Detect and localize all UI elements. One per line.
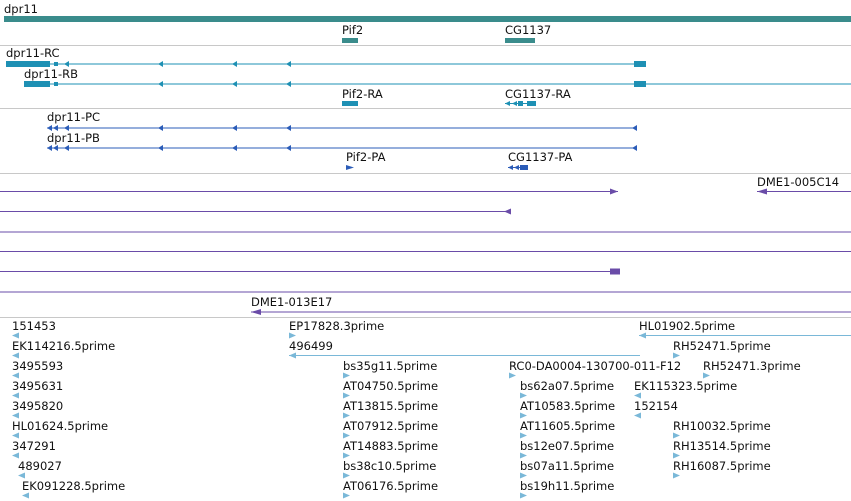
est-label: bs12e07.5prime — [520, 439, 614, 453]
est-label: AT06176.5prime — [343, 479, 438, 493]
est-feature[interactable] — [343, 392, 350, 399]
est-feature[interactable] — [343, 472, 350, 479]
transcript-label-rb: dpr11-RB — [24, 67, 78, 81]
est-feature[interactable] — [12, 452, 19, 459]
est-label: bs07a11.5prime — [520, 459, 614, 473]
cdna-track: DME1-005C14 DME1-013E17 — [0, 175, 851, 315]
transcript-dpr11-rb[interactable] — [24, 81, 50, 87]
est-label: EK115323.5prime — [634, 379, 737, 393]
cdna-label-dme1-005c14: DME1-005C14 — [757, 175, 839, 189]
transcript-dpr11-rc[interactable] — [6, 61, 50, 67]
est-feature[interactable] — [520, 432, 527, 439]
est-label: 3495593 — [12, 359, 63, 373]
est-label: AT07912.5prime — [343, 419, 438, 433]
est-feature[interactable] — [343, 412, 350, 419]
est-label: 496499 — [289, 339, 333, 353]
est-label: 3495631 — [12, 379, 63, 393]
protein-label-pc: dpr11-PC — [47, 110, 100, 124]
est-label: EK114216.5prime — [12, 339, 115, 353]
est-feature[interactable] — [343, 432, 350, 439]
protein-label-pif2-pa: Pif2-PA — [346, 150, 386, 164]
est-feature[interactable] — [289, 352, 296, 359]
est-feature[interactable] — [703, 372, 710, 379]
gene-track: dpr11 Pif2 CG1137 — [4, 2, 851, 43]
est-feature[interactable] — [520, 392, 527, 399]
est-feature[interactable] — [634, 392, 641, 399]
est-feature[interactable] — [673, 472, 680, 479]
transcript-label-pif2-ra: Pif2-RA — [342, 87, 383, 101]
est-label: AT11605.5prime — [520, 419, 615, 433]
est-label: bs19h11.5prime — [520, 479, 614, 493]
est-feature[interactable] — [22, 492, 29, 499]
est-label: RH52471.3prime — [703, 359, 801, 373]
est-label: RH52471.5prime — [673, 339, 771, 353]
est-feature[interactable] — [12, 372, 19, 379]
gene-label-dpr11: dpr11 — [4, 2, 38, 16]
est-label: AT13815.5prime — [343, 399, 438, 413]
transcript-label-cg1137-ra: CG1137-RA — [505, 87, 571, 101]
est-feature[interactable] — [12, 392, 19, 399]
est-feature[interactable] — [520, 452, 527, 459]
est-label: AT10583.5prime — [520, 399, 615, 413]
est-label: RH10032.5prime — [673, 419, 771, 433]
est-feature[interactable] — [343, 492, 350, 499]
transcript-label-rc: dpr11-RC — [6, 46, 60, 60]
est-feature[interactable] — [289, 332, 296, 339]
est-label: HL01902.5prime — [639, 319, 735, 333]
est-feature[interactable] — [639, 332, 646, 339]
est-label: bs62a07.5prime — [520, 379, 614, 393]
est-label: 489027 — [18, 459, 62, 473]
cdna-label-dme1-013e17: DME1-013E17 — [251, 295, 332, 309]
protein-label-cg1137-pa: CG1137-PA — [508, 150, 573, 164]
est-label: 3495820 — [12, 399, 63, 413]
protein-cg1137-pa[interactable] — [520, 165, 528, 170]
est-label: 152154 — [634, 399, 678, 413]
est-label: AT04750.5prime — [343, 379, 438, 393]
est-feature[interactable] — [343, 452, 350, 459]
est-label: HL01624.5prime — [12, 419, 108, 433]
gene-label-cg1137: CG1137 — [505, 23, 551, 37]
est-feature[interactable] — [673, 352, 680, 359]
est-feature[interactable] — [12, 332, 19, 339]
gene-dpr11[interactable] — [4, 16, 851, 22]
est-label: 347291 — [12, 439, 56, 453]
transcript-pif2-ra[interactable] — [342, 101, 358, 106]
est-label: 151453 — [12, 319, 56, 333]
est-feature[interactable] — [12, 412, 19, 419]
protein-label-pb: dpr11-PB — [47, 131, 100, 145]
est-feature[interactable] — [520, 472, 527, 479]
est-label: RH13514.5prime — [673, 439, 771, 453]
est-feature[interactable] — [509, 372, 516, 379]
est-feature[interactable] — [343, 372, 350, 379]
est-feature[interactable] — [520, 412, 527, 419]
est-label: RH16087.5prime — [673, 459, 771, 473]
est-track: 151453 EK114216.5prime 3495593 3495631 34958… — [12, 319, 851, 499]
protein-track: dpr11-PC dpr11-PB Pif2-PA CG1137-PA — [47, 110, 637, 170]
transcript-track: dpr11-RC dpr11-RB Pif2-RA CG1137-RA — [6, 46, 851, 106]
gene-label-pif2: Pif2 — [342, 23, 363, 37]
est-feature[interactable] — [12, 432, 19, 439]
transcript-cg1137-ra[interactable] — [527, 101, 536, 106]
est-feature[interactable] — [18, 472, 25, 479]
est-feature[interactable] — [520, 492, 527, 499]
est-label: bs38c10.5prime — [343, 459, 436, 473]
est-label: EK091228.5prime — [22, 479, 125, 493]
est-label: AT14883.5prime — [343, 439, 438, 453]
est-label: bs35g11.5prime — [343, 359, 437, 373]
protein-pif2-pa[interactable] — [346, 165, 354, 170]
est-feature[interactable] — [673, 432, 680, 439]
est-feature[interactable] — [12, 352, 19, 359]
est-label: RC0-DA0004-130700-011-F12 — [509, 359, 681, 373]
est-label: EP17828.3prime — [289, 319, 384, 333]
est-feature[interactable] — [673, 452, 680, 459]
est-feature[interactable] — [634, 412, 641, 419]
gene-pif2[interactable] — [342, 38, 358, 43]
gene-cg1137[interactable] — [505, 38, 535, 43]
